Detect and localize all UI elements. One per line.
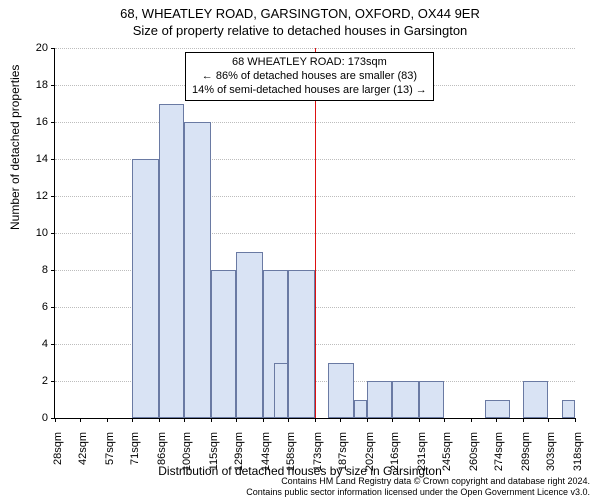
ytick-mark <box>51 344 55 345</box>
ytick-mark <box>51 233 55 234</box>
ytick-mark <box>51 122 55 123</box>
histogram-bar <box>354 400 367 419</box>
xtick-mark <box>315 418 316 422</box>
xtick-label: 274sqm <box>493 432 505 471</box>
ytick-label: 2 <box>18 375 48 387</box>
histogram-bar <box>236 252 263 419</box>
histogram-bar <box>562 400 575 419</box>
xtick-mark <box>159 418 160 422</box>
ytick-label: 8 <box>18 264 48 276</box>
histogram-bar <box>288 270 315 418</box>
histogram-bar <box>211 270 236 418</box>
histogram-bar <box>392 381 419 418</box>
ytick-label: 0 <box>18 412 48 424</box>
histogram-bar <box>274 363 288 419</box>
xtick-label: 173sqm <box>312 432 324 471</box>
chart-title-sub: Size of property relative to detached ho… <box>0 21 600 38</box>
xtick-label: 71sqm <box>129 432 141 465</box>
ytick-mark <box>51 159 55 160</box>
plot-area: 68 WHEATLEY ROAD: 173sqm← 86% of detache… <box>54 48 574 418</box>
xtick-mark <box>263 418 264 422</box>
xtick-label: 289sqm <box>520 432 532 471</box>
xtick-label: 231sqm <box>416 432 428 471</box>
chart-container: 68, WHEATLEY ROAD, GARSINGTON, OXFORD, O… <box>0 0 600 500</box>
xtick-mark <box>107 418 108 422</box>
footer-line1: Contains HM Land Registry data © Crown c… <box>246 476 590 487</box>
ytick-mark <box>51 307 55 308</box>
annotation-line: 14% of semi-detached houses are larger (… <box>192 84 427 98</box>
chart-title-main: 68, WHEATLEY ROAD, GARSINGTON, OXFORD, O… <box>0 0 600 21</box>
annotation-box: 68 WHEATLEY ROAD: 173sqm← 86% of detache… <box>185 52 434 101</box>
xtick-label: 216sqm <box>389 432 401 471</box>
xtick-mark <box>184 418 185 422</box>
xtick-mark <box>211 418 212 422</box>
xtick-mark <box>392 418 393 422</box>
xtick-mark <box>80 418 81 422</box>
xtick-label: 42sqm <box>77 432 89 465</box>
ytick-label: 20 <box>18 42 48 54</box>
ytick-mark <box>51 196 55 197</box>
xtick-label: 100sqm <box>181 432 193 471</box>
histogram-bar <box>132 159 159 418</box>
ytick-mark <box>51 270 55 271</box>
xtick-label: 129sqm <box>233 432 245 471</box>
xtick-label: 260sqm <box>468 432 480 471</box>
xtick-mark <box>548 418 549 422</box>
histogram-bar <box>419 381 444 418</box>
xtick-mark <box>132 418 133 422</box>
ytick-label: 12 <box>18 190 48 202</box>
ytick-label: 14 <box>18 153 48 165</box>
histogram-bar <box>523 381 548 418</box>
histogram-bar <box>328 363 355 419</box>
footer-attribution: Contains HM Land Registry data © Crown c… <box>246 476 590 498</box>
ytick-mark <box>51 85 55 86</box>
xtick-mark <box>444 418 445 422</box>
xtick-label: 303sqm <box>545 432 557 471</box>
ytick-mark <box>51 381 55 382</box>
histogram-bar <box>184 122 211 418</box>
xtick-label: 187sqm <box>337 432 349 471</box>
xtick-label: 144sqm <box>260 432 272 471</box>
xtick-label: 86sqm <box>156 432 168 465</box>
ytick-label: 16 <box>18 116 48 128</box>
ytick-label: 18 <box>18 79 48 91</box>
xtick-label: 318sqm <box>572 432 584 471</box>
xtick-mark <box>340 418 341 422</box>
annotation-line: 68 WHEATLEY ROAD: 173sqm <box>192 56 427 70</box>
histogram-bar <box>159 104 184 419</box>
xtick-mark <box>419 418 420 422</box>
xtick-label: 57sqm <box>104 432 116 465</box>
histogram-bar <box>367 381 392 418</box>
xtick-label: 158sqm <box>285 432 297 471</box>
xtick-label: 202sqm <box>364 432 376 471</box>
ytick-label: 4 <box>18 338 48 350</box>
xtick-label: 245sqm <box>441 432 453 471</box>
xtick-mark <box>367 418 368 422</box>
xtick-mark <box>288 418 289 422</box>
xtick-mark <box>575 418 576 422</box>
xtick-mark <box>471 418 472 422</box>
ytick-label: 10 <box>18 227 48 239</box>
xtick-label: 28sqm <box>52 432 64 465</box>
xtick-label: 115sqm <box>208 432 220 470</box>
xtick-mark <box>236 418 237 422</box>
histogram-bar <box>485 400 510 419</box>
ytick-mark <box>51 48 55 49</box>
plot-region: 68 WHEATLEY ROAD: 173sqm← 86% of detache… <box>54 48 575 419</box>
xtick-mark <box>523 418 524 422</box>
annotation-line: ← 86% of detached houses are smaller (83… <box>192 70 427 84</box>
xtick-mark <box>496 418 497 422</box>
ytick-label: 6 <box>18 301 48 313</box>
footer-line2: Contains public sector information licen… <box>246 487 590 498</box>
xtick-mark <box>55 418 56 422</box>
reference-line <box>315 48 316 418</box>
